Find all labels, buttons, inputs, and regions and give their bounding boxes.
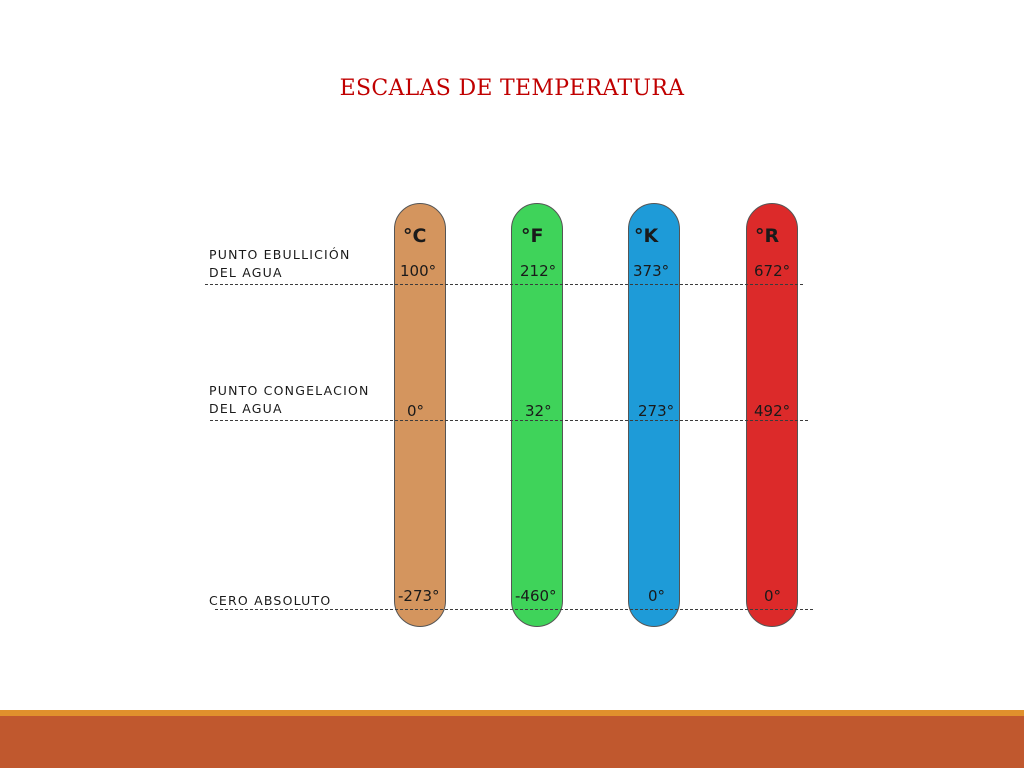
kelvin-boiling-value: 373° xyxy=(633,262,670,280)
label-freezing-line-1: PUNTO CONGELACION xyxy=(209,383,370,398)
label-absolute-zero-line-1: CERO ABSOLUTO xyxy=(209,593,332,608)
rankine-freezing-value: 492° xyxy=(754,402,791,420)
fahrenheit-absolute-zero-value: -460° xyxy=(515,587,557,605)
celsius-freezing-value: 0° xyxy=(407,402,425,420)
slide-title: ESCALAS DE TEMPERATURA xyxy=(339,76,685,101)
rankine-absolute-zero-value: 0° xyxy=(764,587,782,605)
label-boiling-line-2: DEL AGUA xyxy=(209,265,283,280)
absolute-zero-line xyxy=(215,609,813,610)
footer-accent-line xyxy=(0,710,1024,716)
kelvin-absolute-zero-value: 0° xyxy=(648,587,666,605)
fahrenheit-freezing-value: 32° xyxy=(525,402,552,420)
rankine-unit-label: °R xyxy=(755,225,780,247)
footer-bar xyxy=(0,716,1024,768)
rankine-thermometer-bar xyxy=(746,203,798,627)
boiling-point-line xyxy=(205,284,803,285)
fahrenheit-boiling-value: 212° xyxy=(520,262,557,280)
celsius-boiling-value: 100° xyxy=(400,262,437,280)
kelvin-unit-label: °K xyxy=(634,225,659,247)
fahrenheit-thermometer-bar xyxy=(511,203,563,627)
kelvin-thermometer-bar xyxy=(628,203,680,627)
celsius-unit-label: °C xyxy=(403,225,427,247)
fahrenheit-unit-label: °F xyxy=(521,225,544,247)
kelvin-freezing-value: 273° xyxy=(638,402,675,420)
label-freezing-point: PUNTO CONGELACION DEL AGUA xyxy=(209,382,370,418)
label-boiling-point: PUNTO EBULLICIÓN DEL AGUA xyxy=(209,246,351,282)
label-absolute-zero: CERO ABSOLUTO xyxy=(209,592,331,610)
label-freezing-line-2: DEL AGUA xyxy=(209,401,283,416)
label-boiling-line-1: PUNTO EBULLICIÓN xyxy=(209,247,351,262)
rankine-boiling-value: 672° xyxy=(754,262,791,280)
celsius-thermometer-bar xyxy=(394,203,446,627)
freezing-point-line xyxy=(210,420,808,421)
celsius-absolute-zero-value: -273° xyxy=(398,587,440,605)
